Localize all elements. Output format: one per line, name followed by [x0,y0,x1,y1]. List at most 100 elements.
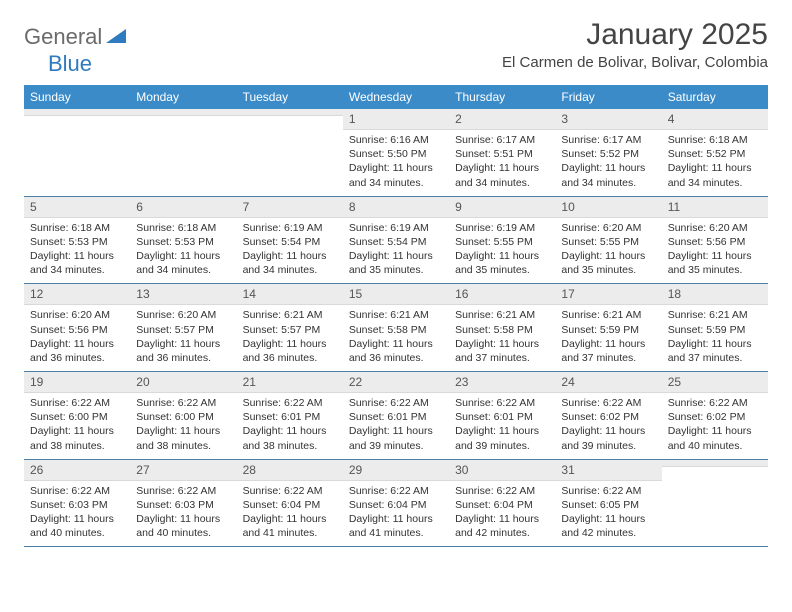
day-cell: Sunrise: 6:21 AM Sunset: 5:58 PM Daylight:… [449,305,555,371]
sunrise-line: Sunrise: 6:20 AM [136,309,216,321]
daylight-line: Daylight: 11 hours and 36 minutes. [243,338,327,364]
day-cell: Sunrise: 6:22 AMSunset: 6:03 PMDaylight:… [130,481,236,547]
day-number: 29 [343,460,449,481]
day-cell: Sunrise: 6:17 AMSunset: 5:52 PMDaylight:… [555,130,661,196]
daylight-line: Daylight: 11 hours and 34 minutes. [561,162,645,188]
sunrise-line: Sunrise: 6:18 AM [136,222,216,234]
daylight-line: Daylight: 11 hours and 39 minutes. [455,425,539,451]
sunset-line: Sunset: 6:04 PM [349,499,427,511]
day-cell: Sunrise: 6:22 AMSunset: 6:02 PMDaylight:… [555,393,661,459]
daylight-line: Daylight: 11 hours and 36 minutes. [349,338,433,364]
day-header: Friday [555,85,661,109]
daylight-line: Daylight: 11 hours and 35 minutes. [455,250,539,276]
sunrise-line: Sunrise: 6:22 AM [455,485,535,497]
daylight-line: Daylight: 11 hours and 34 minutes. [243,250,327,276]
daylight-line: Daylight: 11 hours and 36 minutes. [30,338,114,364]
daylight-line: Daylight: 11 hours and 34 minutes. [30,250,114,276]
day-cell [130,130,236,186]
sunrise-line: Sunrise: 6:22 AM [136,485,216,497]
month-title: January 2025 [502,18,768,52]
week-body-row: Sunrise: 6:20 AM Sunset: 5:56 PM Daylight:… [24,305,768,371]
daylight-line: Daylight: 11 hours and 42 minutes. [561,513,645,539]
week-body-row: Sunrise: 6:16 AMSunset: 5:50 PMDaylight:… [24,130,768,196]
daylight-line: Daylight: 11 hours and 38 minutes. [136,425,220,451]
day-cell [24,130,130,186]
sunrise-line: Sunrise: 6:17 AM [561,134,641,146]
sunset-line: Sunset: 6:05 PM [561,499,639,511]
day-number: 11 [662,197,768,218]
sunrise-line: Sunrise: 6:22 AM [455,397,535,409]
daylight-line: Daylight: 11 hours and 37 minutes. [455,338,539,364]
day-number: 12 [24,284,130,305]
daylight-line: Daylight: 11 hours and 35 minutes. [668,250,752,276]
day-number: 28 [237,460,343,481]
day-number: 22 [343,372,449,393]
day-number: 19 [24,372,130,393]
day-cell: Sunrise: 6:18 AMSunset: 5:52 PMDaylight:… [662,130,768,196]
week-body-row: Sunrise: 6:22 AMSunset: 6:03 PMDaylight:… [24,481,768,547]
sunset-line: Sunset: 5:57 PM [243,324,321,336]
day-cell: Sunrise: 6:22 AMSunset: 6:03 PMDaylight:… [24,481,130,547]
day-cell: Sunrise: 6:21 AMSunset: 5:57 PMDaylight:… [237,305,343,371]
logo-text-blue: Blue [48,51,92,76]
day-number: 30 [449,460,555,481]
daylight-line: Daylight: 11 hours and 40 minutes. [30,513,114,539]
day-number: 15 [343,284,449,305]
day-cell: Sunrise: 6:22 AMSunset: 6:05 PMDaylight:… [555,481,661,547]
week-daynum-row: 567891011 [24,196,768,218]
day-cell: Sunrise: 6:22 AMSunset: 6:04 PMDaylight:… [237,481,343,547]
day-header: Monday [130,85,236,109]
day-cell: Sunrise: 6:22 AMSunset: 6:04 PMDaylight:… [449,481,555,547]
sunrise-line: Sunrise: 6:21 AM [455,309,535,321]
day-number: 31 [555,460,661,481]
daylight-line: Daylight: 11 hours and 37 minutes. [561,338,645,364]
day-number: 5 [24,197,130,218]
day-header: Saturday [662,85,768,109]
sunrise-line: Sunrise: 6:20 AM [30,309,110,321]
sunset-line: Sunset: 6:00 PM [30,411,108,423]
sunrise-line: Sunrise: 6:19 AM [349,222,429,234]
week-body-row: Sunrise: 6:22 AM Sunset: 6:00 PM Daylight:… [24,393,768,459]
day-cell: Sunrise: 6:22 AMSunset: 6:01 PMDaylight:… [449,393,555,459]
sunset-line: Sunset: 5:51 PM [455,148,533,160]
day-cell [237,130,343,186]
week-daynum-row: 1234 [24,109,768,130]
daylight-line: Daylight: 11 hours and 34 minutes. [136,250,220,276]
day-cell: Sunrise: 6:19 AM Sunset: 5:54 PM Daylight:… [237,218,343,284]
day-number: 20 [130,372,236,393]
day-cell [662,481,768,537]
day-cell: Sunrise: 6:22 AMSunset: 6:04 PMDaylight:… [343,481,449,547]
day-number: 16 [449,284,555,305]
day-cell: Sunrise: 6:22 AMSunset: 6:00 PMDaylight:… [130,393,236,459]
sunrise-line: Sunrise: 6:22 AM [30,485,110,497]
day-header-row: SundayMondayTuesdayWednesdayThursdayFrid… [24,85,768,109]
sunset-line: Sunset: 5:56 PM [30,324,108,336]
sunset-line: Sunset: 5:54 PM [349,236,427,248]
sunrise-line: Sunrise: 6:22 AM [561,397,641,409]
sunset-line: Sunset: 5:55 PM [455,236,533,248]
week-daynum-row: 19202122232425 [24,372,768,394]
sunrise-line: Sunrise: 6:19 AM [243,222,323,234]
day-number: 3 [555,109,661,130]
daylight-line: Daylight: 11 hours and 38 minutes. [30,425,114,451]
daylight-line: Daylight: 11 hours and 34 minutes. [349,162,433,188]
sunset-line: Sunset: 6:04 PM [243,499,321,511]
daylight-line: Daylight: 11 hours and 38 minutes. [243,425,327,451]
day-number: 23 [449,372,555,393]
day-number: 17 [555,284,661,305]
day-number: 9 [449,197,555,218]
daylight-line: Daylight: 11 hours and 34 minutes. [455,162,539,188]
sunrise-line: Sunrise: 6:22 AM [668,397,748,409]
sunset-line: Sunset: 5:58 PM [455,324,533,336]
daylight-line: Daylight: 11 hours and 40 minutes. [136,513,220,539]
day-number [24,109,130,116]
day-number: 8 [343,197,449,218]
calendar-page: General January 2025 El Carmen de Boliva… [0,0,792,547]
day-cell: Sunrise: 6:17 AMSunset: 5:51 PMDaylight:… [449,130,555,196]
sunrise-line: Sunrise: 6:22 AM [349,485,429,497]
sunrise-line: Sunrise: 6:21 AM [349,309,429,321]
day-number: 6 [130,197,236,218]
sunset-line: Sunset: 6:02 PM [561,411,639,423]
sunset-line: Sunset: 5:54 PM [243,236,321,248]
sunrise-line: Sunrise: 6:22 AM [243,397,323,409]
